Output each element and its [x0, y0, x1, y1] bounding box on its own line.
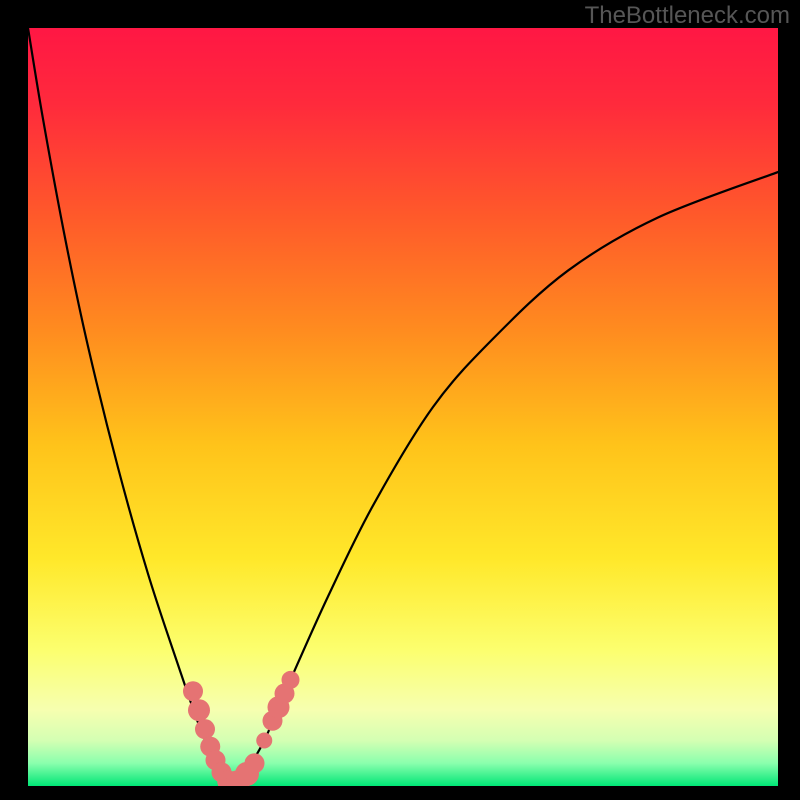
plot-background: [28, 28, 778, 786]
chart-stage: TheBottleneck.com: [0, 0, 800, 800]
gradient-rect: [28, 28, 778, 786]
watermark-text: TheBottleneck.com: [585, 2, 790, 30]
